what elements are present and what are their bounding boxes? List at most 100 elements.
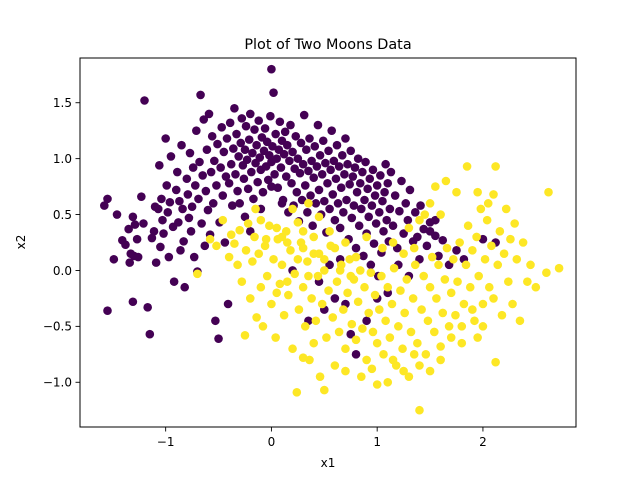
scatter-point-class-0 xyxy=(266,111,275,121)
scatter-point-class-0 xyxy=(434,251,443,261)
scatter-point-class-1 xyxy=(320,385,329,395)
scatter-point-class-0 xyxy=(231,169,240,179)
scatter-point-class-1 xyxy=(468,305,477,314)
scatter-point-class-0 xyxy=(235,199,244,208)
scatter-point-class-0 xyxy=(350,163,360,172)
scatter-point-class-1 xyxy=(288,204,297,214)
scatter-point-class-1 xyxy=(341,344,350,354)
scatter-point-class-1 xyxy=(442,243,452,253)
scatter-point-class-1 xyxy=(423,316,433,326)
scatter-point-class-0 xyxy=(165,197,175,207)
scatter-point-class-0 xyxy=(125,258,135,267)
scatter-point-class-0 xyxy=(149,227,159,236)
scatter-point-class-0 xyxy=(260,124,270,133)
scatter-point-class-0 xyxy=(425,227,435,236)
scatter-point-class-1 xyxy=(374,305,384,314)
scatter-point-class-0 xyxy=(140,96,149,105)
scatter-point-class-0 xyxy=(401,199,411,208)
scatter-point-class-0 xyxy=(229,144,238,153)
scatter-point-class-1 xyxy=(379,350,388,359)
scatter-point-class-0 xyxy=(223,299,233,309)
scatter-point-class-1 xyxy=(523,277,532,286)
scatter-point-class-0 xyxy=(166,152,176,161)
x-tick-label: 1 xyxy=(373,435,381,449)
scatter-point-class-0 xyxy=(133,252,143,262)
scatter-point-class-1 xyxy=(317,299,327,309)
scatter-point-class-1 xyxy=(320,266,329,275)
scatter-point-class-0 xyxy=(288,147,297,157)
scatter-point-class-1 xyxy=(455,238,464,247)
scatter-point-class-1 xyxy=(279,310,289,320)
scatter-point-class-0 xyxy=(285,156,294,166)
scatter-point-class-0 xyxy=(282,140,292,150)
scatter-point-class-0 xyxy=(109,254,119,264)
scatter-point-class-1 xyxy=(272,223,282,233)
scatter-point-class-1 xyxy=(277,232,287,242)
scatter-point-class-1 xyxy=(353,297,363,307)
scatter-point-class-0 xyxy=(121,240,130,250)
plot-frame xyxy=(79,57,577,428)
scatter-point-class-1 xyxy=(358,324,367,333)
scatter-point-class-0 xyxy=(416,201,425,210)
scatter-point-class-1 xyxy=(396,286,405,295)
scatter-point-class-0 xyxy=(222,134,232,143)
scatter-point-class-0 xyxy=(245,109,255,119)
scatter-point-class-0 xyxy=(201,186,211,196)
scatter-point-class-1 xyxy=(370,290,380,300)
scatter-point-class-0 xyxy=(197,219,206,228)
scatter-point-class-0 xyxy=(248,148,257,158)
scatter-point-class-1 xyxy=(314,249,324,258)
chart-title: Plot of Two Moons Data xyxy=(244,37,411,53)
scatter-point-class-1 xyxy=(461,260,471,270)
scatter-point-class-0 xyxy=(372,181,382,190)
scatter-point-class-1 xyxy=(487,241,496,251)
scatter-point-class-0 xyxy=(331,174,341,184)
scatter-point-class-0 xyxy=(218,191,228,200)
scatter-point-class-0 xyxy=(362,316,371,326)
scatter-point-class-1 xyxy=(260,241,270,251)
y-tick-label: 0.5 xyxy=(53,208,72,222)
scatter-point-class-0 xyxy=(233,186,242,196)
scatter-point-class-0 xyxy=(380,187,389,197)
scatter-point-class-1 xyxy=(404,223,414,233)
y-tick-label: 1.0 xyxy=(53,152,72,166)
scatter-point-class-0 xyxy=(242,155,252,165)
scatter-point-class-0 xyxy=(151,258,161,267)
scatter-point-class-0 xyxy=(249,194,258,204)
scatter-point-class-1 xyxy=(272,288,282,298)
scatter-point-class-0 xyxy=(291,131,301,141)
scatter-point-class-0 xyxy=(357,204,366,214)
scatter-point-class-1 xyxy=(457,338,467,348)
scatter-point-class-0 xyxy=(346,146,356,156)
scatter-point-class-1 xyxy=(478,322,488,331)
scatter-point-class-1 xyxy=(315,372,325,381)
scatter-point-class-1 xyxy=(421,350,431,359)
scatter-point-class-0 xyxy=(452,246,461,255)
scatter-point-class-0 xyxy=(237,114,247,123)
scatter-point-class-0 xyxy=(348,172,358,181)
scatter-point-class-1 xyxy=(277,260,287,270)
scatter-point-class-1 xyxy=(476,204,486,214)
scatter-point-class-0 xyxy=(199,115,209,124)
scatter-point-class-0 xyxy=(158,215,167,225)
scatter-point-class-0 xyxy=(185,148,195,158)
scatter-point-class-1 xyxy=(404,372,414,381)
scatter-point-class-1 xyxy=(298,353,308,362)
scatter-point-class-1 xyxy=(245,294,255,303)
scatter-point-class-1 xyxy=(256,282,266,292)
scatter-point-class-0 xyxy=(335,223,345,233)
scatter-point-class-0 xyxy=(333,199,343,208)
scatter-point-class-1 xyxy=(322,333,331,342)
scatter-point-class-1 xyxy=(388,238,398,247)
scatter-point-class-0 xyxy=(351,243,361,253)
scatter-point-class-1 xyxy=(544,187,553,197)
scatter-point-class-0 xyxy=(367,201,377,210)
scatter-point-class-0 xyxy=(315,150,325,160)
scatter-point-class-0 xyxy=(413,232,422,242)
scatter-point-class-0 xyxy=(232,129,241,139)
scatter-point-class-1 xyxy=(436,355,445,365)
x-axis-label: x1 xyxy=(321,456,336,470)
scatter-point-class-0 xyxy=(431,215,440,225)
scatter-point-class-0 xyxy=(395,206,404,216)
scatter-point-class-1 xyxy=(286,246,295,255)
